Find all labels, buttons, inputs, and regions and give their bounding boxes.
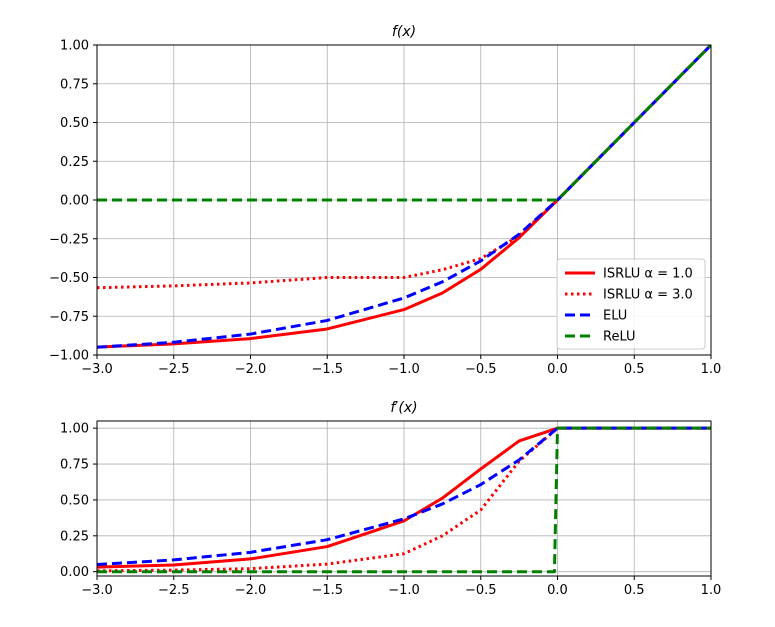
- series-line-elu: [97, 426, 711, 567]
- y-tick-label: 0.50: [60, 493, 89, 508]
- y-tick-label: 0.75: [60, 458, 89, 473]
- y-tick-label: −0.25: [49, 232, 89, 247]
- series-line-relu: [97, 45, 711, 202]
- x-tick-label: 0.0: [547, 583, 568, 598]
- y-tick-label: −0.50: [49, 271, 89, 286]
- y-tick-label: 0.50: [60, 116, 89, 131]
- y-tick-label: −1.00: [49, 349, 89, 364]
- x-tick-label: −1.5: [311, 362, 343, 377]
- x-tick-label: 0.5: [624, 362, 645, 377]
- legend: ISRLU α = 1.0 ISRLU α = 3.0 ELU ReLU: [556, 258, 706, 350]
- x-tick-label: 1.0: [701, 362, 722, 377]
- bottom-panel-fprime: −3.0 −2.5 −2.0 −1.5 −1.0 −0.5 0.0 0.5 1.0 0.00 0.2…: [60, 400, 721, 598]
- x-tick-label: 1.0: [701, 583, 722, 598]
- legend-label: ELU: [603, 309, 627, 324]
- y-tick-label: 0.00: [60, 565, 89, 580]
- y-tick-label: −0.75: [49, 310, 89, 325]
- legend-box: [556, 258, 706, 350]
- series-line-relu: [97, 426, 711, 574]
- x-tick-label: 0.5: [624, 583, 645, 598]
- x-tick-label: −2.5: [158, 583, 190, 598]
- x-tick-label: −1.5: [311, 583, 343, 598]
- chart-title: f′(x): [390, 400, 417, 416]
- x-tick-label: 0.0: [547, 362, 568, 377]
- y-tick-label: 0.25: [60, 529, 89, 544]
- x-tick-label: −0.5: [465, 362, 497, 377]
- x-tick-label: −0.5: [465, 583, 497, 598]
- y-tick-label: 0.00: [60, 194, 89, 209]
- legend-label: ISRLU α = 1.0: [603, 267, 693, 282]
- x-tick-label: −2.5: [158, 362, 190, 377]
- y-tick-label: 1.00: [60, 39, 89, 54]
- top-panel-fx: −3.0 −2.5 −2.0 −1.5 −1.0 −0.5 0.0 0.5 1.0 −1.00 −0…: [49, 24, 721, 377]
- series-line-isrlu-3-0: [97, 45, 711, 290]
- y-tick-label: 1.00: [60, 422, 89, 437]
- x-tick-label: −2.0: [235, 362, 267, 377]
- legend-label: ISRLU α = 3.0: [603, 288, 693, 303]
- legend-label: ReLU: [603, 330, 636, 345]
- x-tick-label: −1.0: [388, 583, 420, 598]
- chart-title: f(x): [392, 24, 416, 40]
- x-tick-label: −3.0: [81, 362, 113, 377]
- x-tick-label: −3.0: [81, 583, 113, 598]
- x-tick-label: −1.0: [388, 362, 420, 377]
- y-tick-label: 0.25: [60, 155, 89, 170]
- x-tick-label: −2.0: [235, 583, 267, 598]
- y-tick-label: 0.75: [60, 77, 89, 92]
